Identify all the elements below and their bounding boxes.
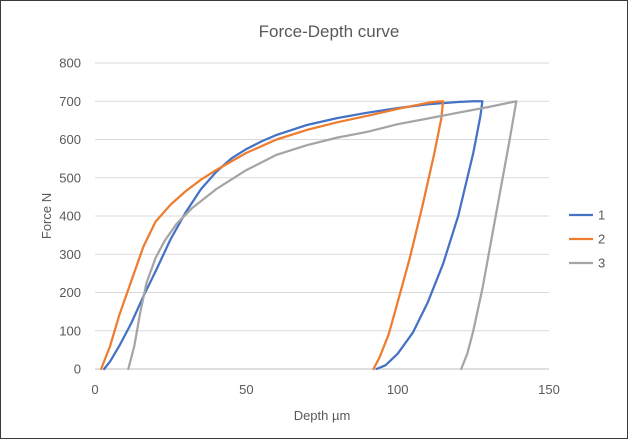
- x-tick-label: 100: [387, 382, 409, 397]
- y-tick-label: 300: [59, 247, 81, 262]
- y-tick-label: 400: [59, 209, 81, 224]
- y-axis-label: Force N: [39, 193, 54, 239]
- series-line-2: [99, 100, 445, 371]
- x-axis-label: Depth µm: [294, 408, 351, 423]
- y-tick-label: 600: [59, 132, 81, 147]
- x-tick-label: 150: [538, 382, 560, 397]
- series-lines: [99, 100, 518, 371]
- y-tick-labels: 0 100 200 300 400 500 600 700 800: [59, 56, 81, 377]
- y-tick-label: 200: [59, 285, 81, 300]
- x-tick-label: 50: [239, 382, 253, 397]
- legend-label-1: 1: [598, 208, 605, 223]
- y-tick-label: 100: [59, 323, 81, 338]
- chart-title: Force-Depth curve: [259, 22, 400, 41]
- y-tick-label: 0: [74, 362, 81, 377]
- series-line-1: [102, 100, 484, 371]
- legend-label-3: 3: [598, 256, 605, 271]
- y-tick-label: 800: [59, 56, 81, 71]
- y-tick-label: 700: [59, 94, 81, 109]
- series-line-3: [127, 100, 518, 371]
- x-tick-label: 0: [91, 382, 98, 397]
- legend-label-2: 2: [598, 232, 605, 247]
- legend: 1 2 3: [569, 208, 605, 271]
- x-tick-labels: 0 50 100 150: [91, 382, 559, 397]
- y-tick-label: 500: [59, 170, 81, 185]
- gridlines: [95, 62, 549, 370]
